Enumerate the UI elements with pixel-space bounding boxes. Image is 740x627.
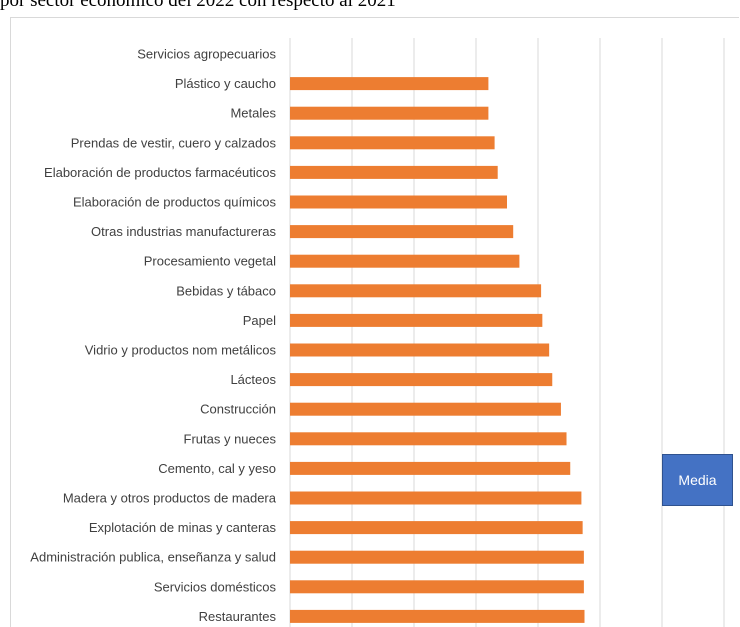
category-label: Elaboración de productos farmacéuticos (44, 165, 276, 180)
category-label: Administración publica, enseñanza y salu… (30, 550, 276, 565)
bar (290, 521, 583, 535)
bar (290, 77, 489, 91)
category-label: Otras industrias manufactureras (91, 224, 276, 239)
category-label: Plástico y caucho (175, 76, 276, 91)
bar (290, 580, 584, 594)
bar (290, 432, 567, 446)
category-label: Procesamiento vegetal (144, 254, 276, 269)
bar (290, 136, 495, 150)
category-label: Bebidas y tábaco (176, 283, 276, 298)
category-label: Frutas y nueces (184, 431, 277, 446)
bar (290, 284, 542, 298)
category-label: Prendas de vestir, cuero y calzados (71, 135, 277, 150)
bar (290, 195, 507, 209)
bar (290, 225, 514, 239)
bar (290, 106, 489, 120)
category-label: Vidrio y productos nom metálicos (85, 343, 277, 358)
category-label: Lácteos (230, 372, 276, 387)
category-label: Cemento, cal y yeso (158, 461, 276, 476)
category-label: Madera y otros productos de madera (63, 491, 277, 506)
category-label: Construcción (200, 402, 276, 417)
category-label: Restaurantes (199, 609, 277, 624)
media-button[interactable]: Media (662, 454, 733, 506)
bar (290, 165, 498, 179)
category-label: Servicios domésticos (154, 579, 277, 594)
bar (290, 254, 520, 268)
bar (290, 491, 582, 505)
category-label: Explotación de minas y canteras (89, 520, 277, 535)
category-label: Servicios agropecuarios (137, 47, 276, 62)
bar (290, 343, 550, 357)
bar (290, 402, 561, 416)
bar (290, 609, 585, 623)
bar (290, 461, 571, 475)
category-label: Elaboración de productos químicos (73, 195, 277, 210)
chart-area (10, 17, 739, 627)
bar (290, 550, 584, 564)
chart-title-fragment: por sector económico del 2022 con respec… (0, 0, 396, 11)
category-label: Metales (230, 106, 276, 121)
bar (290, 313, 543, 327)
category-label: Papel (243, 313, 276, 328)
bar (290, 373, 553, 387)
